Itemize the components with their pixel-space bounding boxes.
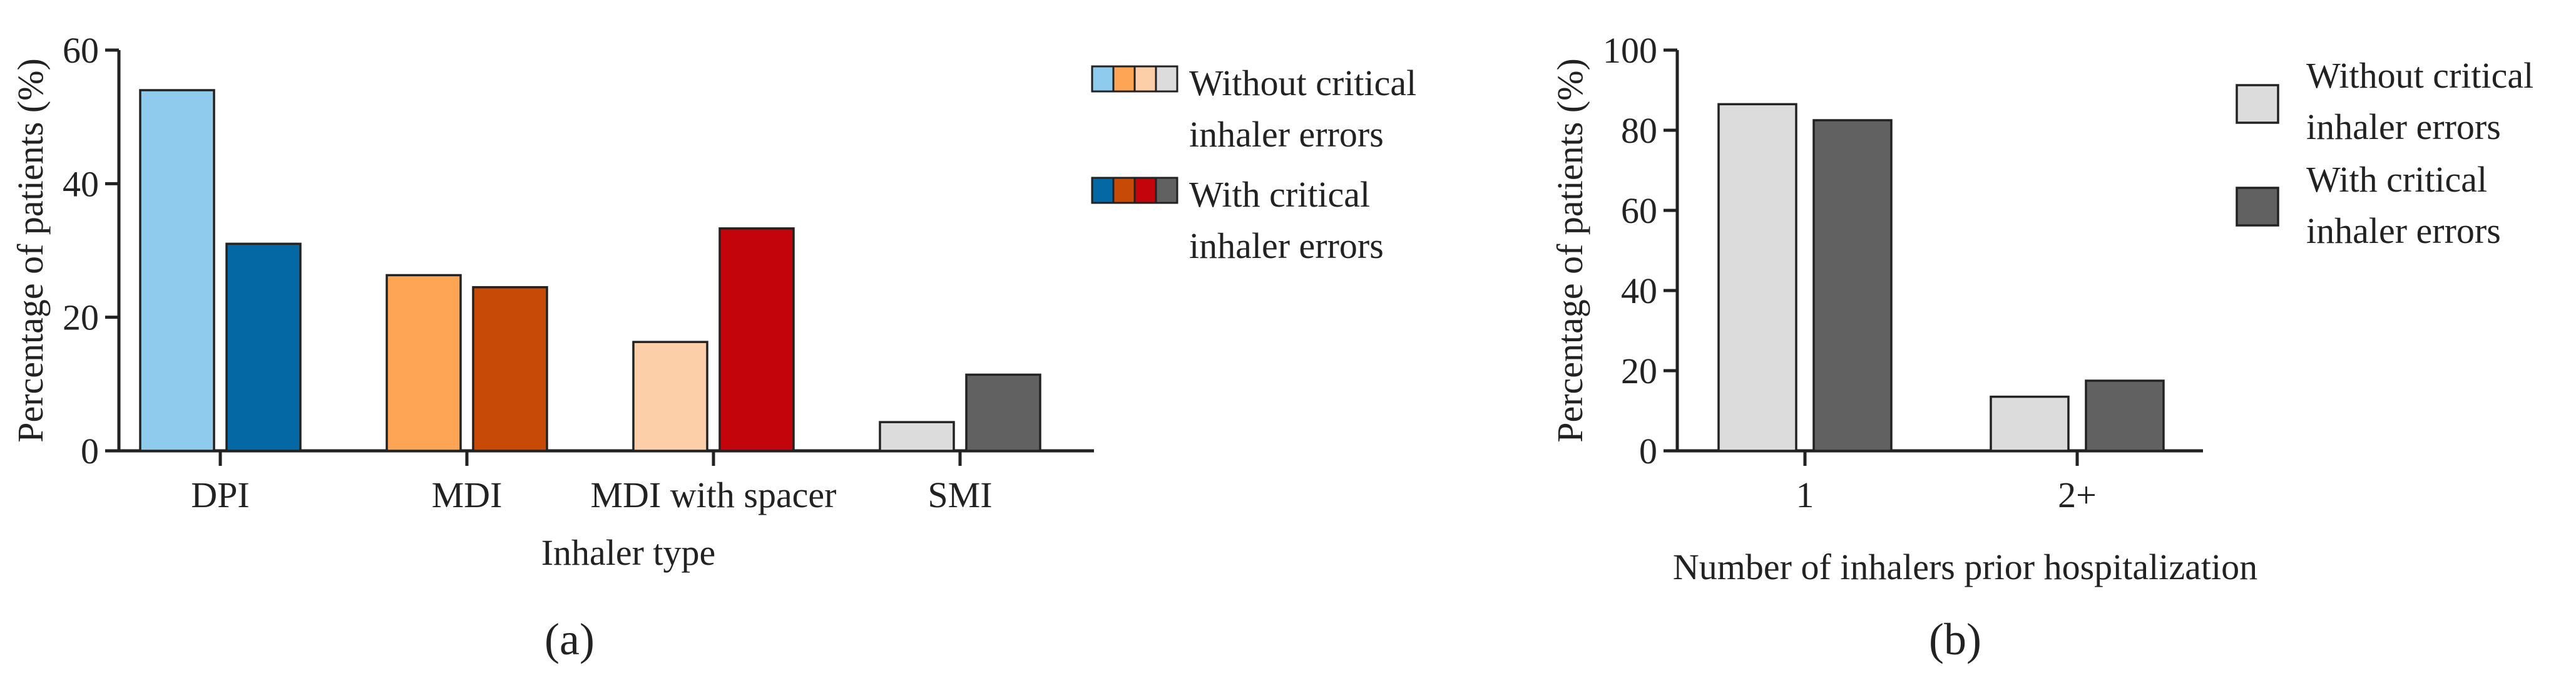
chart-panel-a: 0 20 40 60 DPI MDI MDI with spacer SMI Percentag… xyxy=(10,30,1416,664)
y-axis-label: Percentage of patients (%) xyxy=(1550,58,1590,443)
y-tick-label: 100 xyxy=(1603,30,1657,71)
legend-label: With critical xyxy=(2306,159,2487,200)
panel-label: (a) xyxy=(544,614,595,664)
legend-swatch xyxy=(1133,177,1157,204)
y-tick-label: 20 xyxy=(63,297,99,338)
bar-without-errors xyxy=(139,89,215,452)
bar-without-errors xyxy=(1717,103,1797,452)
legend-label: inhaler errors xyxy=(1189,114,1384,155)
x-axis-label: Number of inhalers prior hospitalization xyxy=(1673,547,2257,587)
legend-label: inhaler errors xyxy=(2306,106,2501,147)
x-tick-label: MDI xyxy=(432,475,503,515)
bar-with-errors xyxy=(1812,119,1893,452)
legend-swatch xyxy=(1133,65,1157,93)
bar-without-errors xyxy=(386,274,462,452)
y-tick-label: 0 xyxy=(1639,431,1657,471)
y-axis-label: Percentage of patients (%) xyxy=(10,58,51,443)
legend-swatch xyxy=(1155,65,1178,93)
y-tick-label: 60 xyxy=(1621,190,1657,231)
x-axis-label: Inhaler type xyxy=(541,532,716,573)
legend-swatch xyxy=(2236,84,2279,124)
x-tick-label: DPI xyxy=(191,475,249,515)
x-tick-label: SMI xyxy=(928,475,992,515)
legend-swatch xyxy=(1091,65,1115,93)
x-tick-label: 1 xyxy=(1796,475,1814,515)
legend-swatch xyxy=(1112,65,1136,93)
bar-without-errors xyxy=(632,341,708,452)
panel-label: (b) xyxy=(1929,614,1981,664)
bar-with-errors xyxy=(225,242,302,452)
x-tick-label: 2+ xyxy=(2058,475,2097,515)
legend-swatch xyxy=(1091,177,1115,204)
chart-panel-b: 0 20 40 60 80 100 1 2+ Percentage of patients (%… xyxy=(1550,30,2533,664)
bar-without-errors xyxy=(1990,395,2070,452)
y-tick-label: 40 xyxy=(1621,270,1657,311)
legend-swatch xyxy=(1112,177,1136,204)
y-tick-label: 60 xyxy=(63,30,99,71)
y-tick-label: 80 xyxy=(1621,110,1657,151)
legend-swatch xyxy=(1155,177,1178,204)
bar-with-errors xyxy=(2085,379,2165,452)
bar-without-errors xyxy=(879,421,955,452)
legend-swatch xyxy=(2236,187,2279,227)
y-tick-label: 20 xyxy=(1621,351,1657,391)
bar-with-errors xyxy=(965,373,1041,452)
legend-label: With critical xyxy=(1189,174,1370,215)
x-tick-label: MDI with spacer xyxy=(590,475,836,515)
legend-label: Without critical xyxy=(2306,55,2533,96)
y-tick-label: 0 xyxy=(81,431,99,471)
y-tick-label: 40 xyxy=(63,163,99,204)
legend-label: Without critical xyxy=(1189,63,1416,103)
bar-with-errors xyxy=(472,286,548,452)
legend-label: inhaler errors xyxy=(2306,210,2501,251)
bar-with-errors xyxy=(718,227,795,452)
legend-label: inhaler errors xyxy=(1189,225,1384,266)
